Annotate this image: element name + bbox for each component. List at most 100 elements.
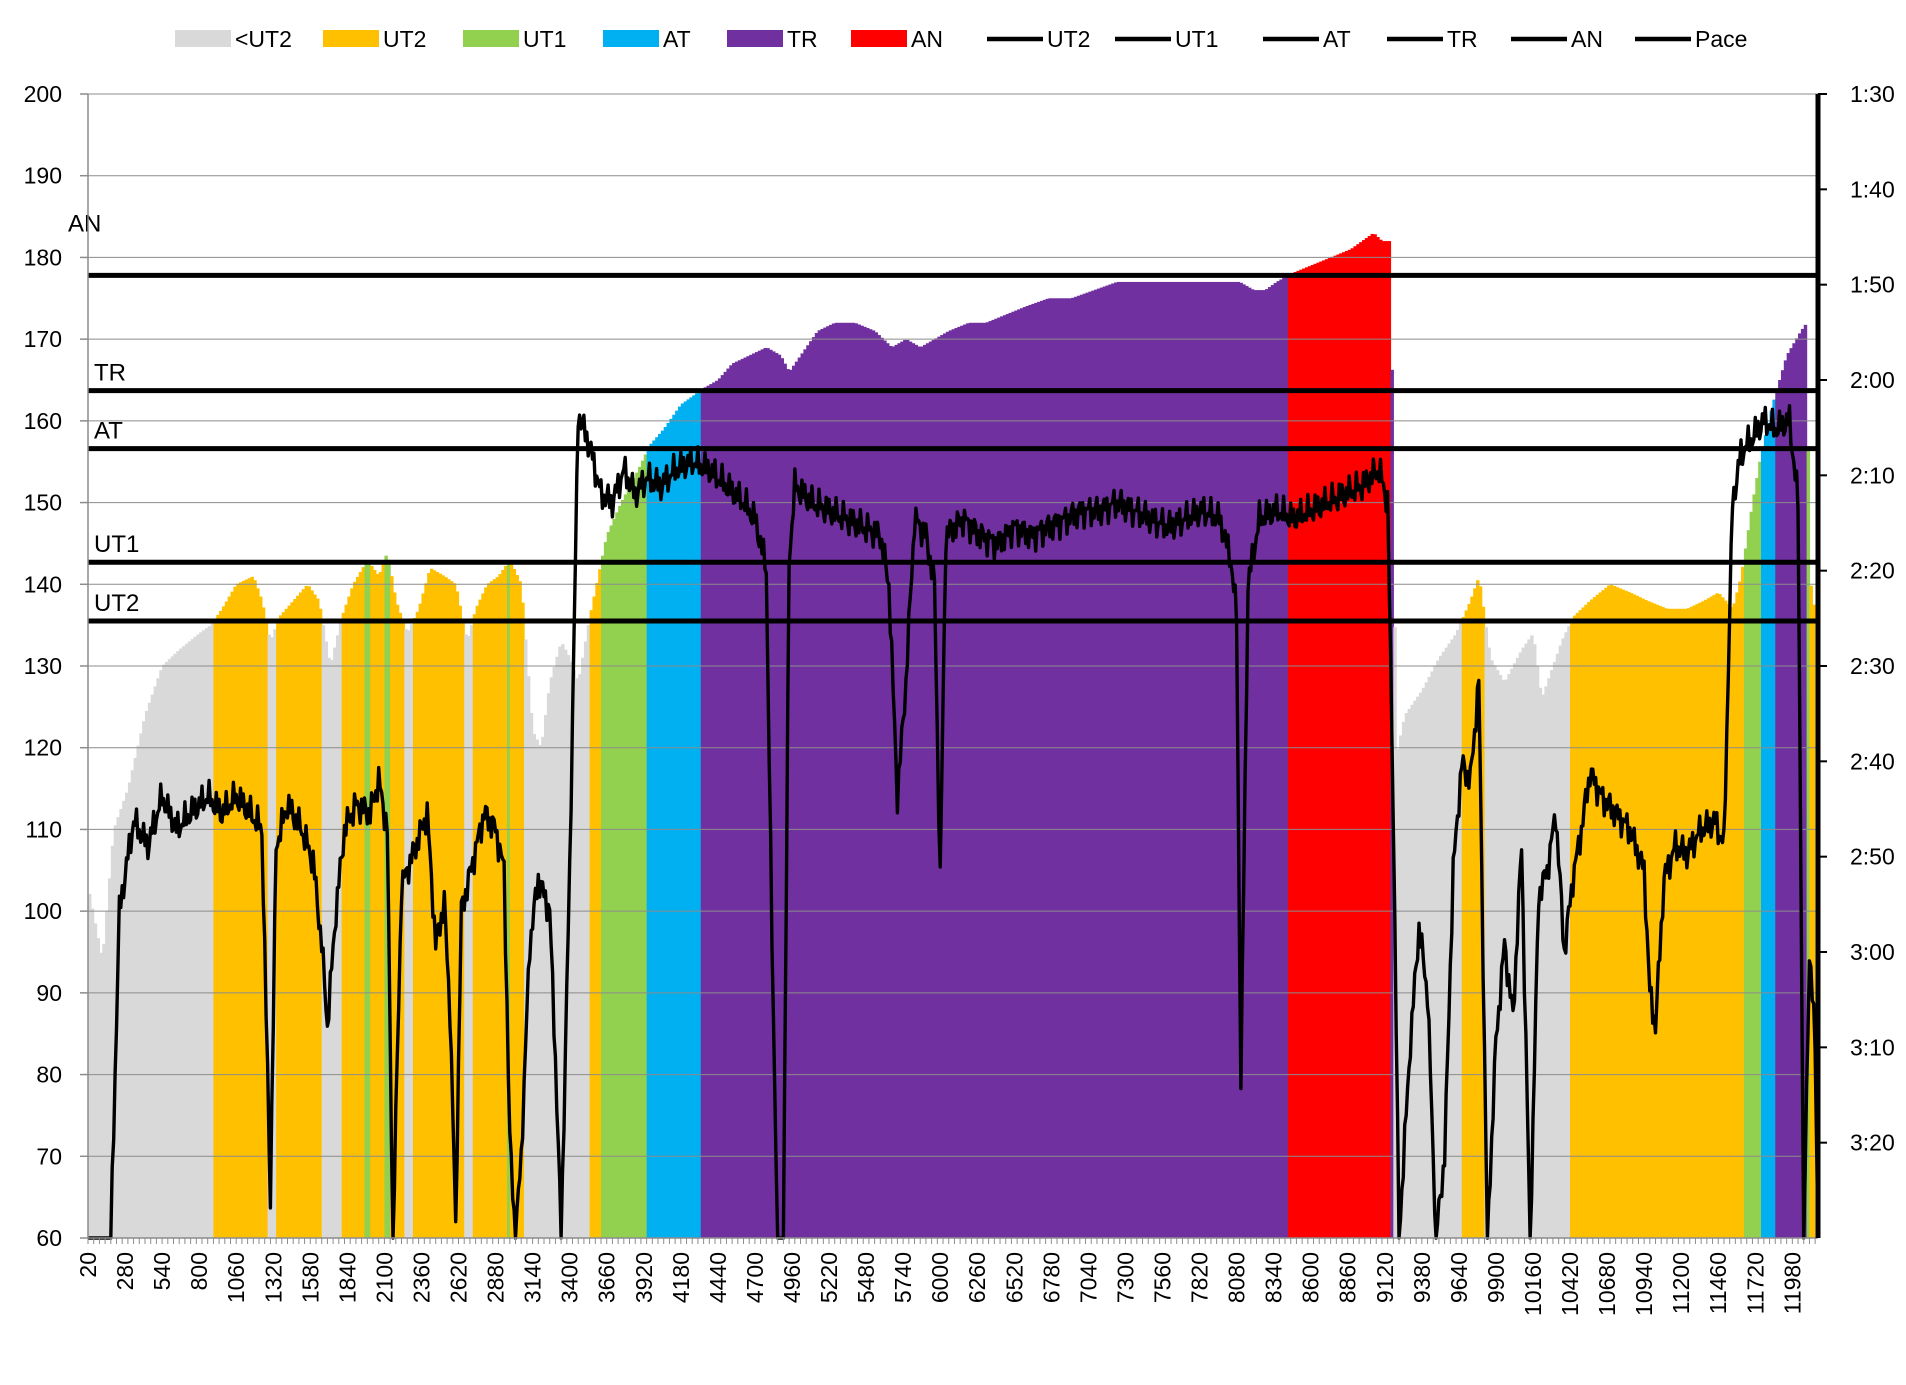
hr-bar xyxy=(1726,603,1731,1238)
hr-bar xyxy=(552,667,557,1238)
hr-bar xyxy=(826,326,830,1238)
hr-bar xyxy=(1718,594,1722,1238)
hr-bar xyxy=(1304,267,1309,1239)
hr-bar xyxy=(1273,282,1278,1239)
hr-bar xyxy=(612,518,616,1238)
hr-bar xyxy=(720,375,725,1239)
hr-bar xyxy=(1783,360,1788,1238)
hr-bar xyxy=(1168,281,1172,1238)
hr-bar xyxy=(1652,603,1657,1238)
x-tick-label: 10160 xyxy=(1520,1252,1546,1316)
legend-swatch xyxy=(603,30,659,47)
hr-bar xyxy=(1356,244,1360,1238)
hr-bar xyxy=(167,659,172,1238)
hr-bar xyxy=(1193,281,1198,1238)
hr-bar xyxy=(1544,686,1548,1238)
hr-bar xyxy=(652,440,656,1239)
hr-bar xyxy=(649,443,653,1238)
hr-bar xyxy=(1131,281,1135,1238)
hr-bar xyxy=(136,745,140,1238)
hr-bar xyxy=(1789,348,1793,1238)
legend-swatch xyxy=(175,30,231,47)
hr-bar xyxy=(908,341,913,1239)
hr-bar xyxy=(1156,281,1161,1238)
hr-bar xyxy=(1689,606,1694,1238)
hr-bar xyxy=(344,604,348,1238)
hr-bar xyxy=(803,349,807,1238)
hr-bar xyxy=(270,637,274,1238)
x-tick-label: 540 xyxy=(149,1252,175,1290)
axes: 60 70 80 90 100 110 120 130 140 150 160 170 180 190 20… xyxy=(24,81,1895,1316)
hr-bar xyxy=(581,657,585,1238)
hr-bar xyxy=(592,596,596,1238)
hr-bar xyxy=(1743,548,1748,1238)
hr-bar xyxy=(1490,660,1494,1238)
hr-bar xyxy=(1171,281,1175,1238)
hr-bar xyxy=(615,512,619,1238)
hr-bar xyxy=(253,580,257,1238)
hr-bar xyxy=(663,426,668,1238)
hr-bar xyxy=(1250,289,1255,1238)
hr-bar xyxy=(1424,682,1429,1238)
hr-bar xyxy=(1165,281,1169,1238)
hr-bar xyxy=(1253,290,1258,1238)
hr-bar xyxy=(1550,670,1554,1238)
hr-bar xyxy=(1547,678,1551,1238)
hr-bar xyxy=(190,639,195,1238)
hr-bar xyxy=(1293,272,1298,1238)
hr-bar xyxy=(125,792,129,1238)
hr-bar xyxy=(1336,254,1340,1238)
hr-bar xyxy=(1538,687,1543,1238)
hr-bar xyxy=(606,531,611,1238)
hr-bar xyxy=(851,322,856,1238)
hr-bar xyxy=(911,343,916,1239)
hr-bar xyxy=(840,322,844,1238)
hr-bar xyxy=(264,621,269,1238)
hr-bar xyxy=(210,623,214,1238)
hr-bar xyxy=(90,908,95,1238)
hr-bar xyxy=(905,339,910,1239)
hr-bar xyxy=(518,581,522,1238)
hr-bar xyxy=(1259,290,1263,1238)
hr-bar xyxy=(1587,601,1591,1238)
hr-bar xyxy=(880,337,884,1238)
x-tick-label: 1060 xyxy=(223,1252,249,1303)
hr-bar xyxy=(920,346,924,1238)
hr-bar xyxy=(538,744,542,1238)
hr-bar xyxy=(732,362,736,1239)
hr-bar xyxy=(1441,651,1446,1238)
hr-bar xyxy=(991,319,995,1238)
hr-bar xyxy=(535,739,539,1238)
hr-bar xyxy=(1541,694,1545,1238)
hr-bar xyxy=(1230,281,1235,1238)
hr-bar xyxy=(1396,749,1400,1238)
hr-bar xyxy=(1014,310,1018,1238)
hr-bar xyxy=(1190,281,1195,1238)
hr-bar xyxy=(1755,478,1759,1238)
hr-bar xyxy=(1333,255,1337,1238)
hr-bar xyxy=(1604,587,1608,1238)
x-tick-label: 20 xyxy=(75,1252,101,1278)
hr-bar xyxy=(1712,594,1716,1238)
pace-line xyxy=(87,404,1820,1240)
hr-bar xyxy=(1436,660,1440,1238)
hr-bar xyxy=(1270,285,1275,1238)
hr-bar xyxy=(1142,281,1146,1238)
x-tick-label: 1580 xyxy=(297,1252,323,1303)
hr-bar xyxy=(1051,298,1055,1238)
hr-bar xyxy=(943,333,947,1238)
hr-bar xyxy=(321,625,326,1238)
hr-bar xyxy=(1042,299,1047,1238)
hr-bar xyxy=(1772,399,1776,1238)
hr-bar xyxy=(1071,297,1075,1238)
x-tick-label: 8600 xyxy=(1298,1252,1324,1303)
hr-bar xyxy=(1473,588,1477,1238)
hr-bar xyxy=(843,322,847,1238)
hr-bar xyxy=(1122,281,1127,1238)
y2-tick-label: 2:10 xyxy=(1850,462,1895,488)
hr-bar xyxy=(1302,268,1306,1238)
x-tick-label: 6780 xyxy=(1038,1252,1064,1303)
x-tick-label: 9380 xyxy=(1409,1252,1435,1303)
hr-bar xyxy=(774,353,779,1238)
hr-bar xyxy=(1510,668,1514,1238)
